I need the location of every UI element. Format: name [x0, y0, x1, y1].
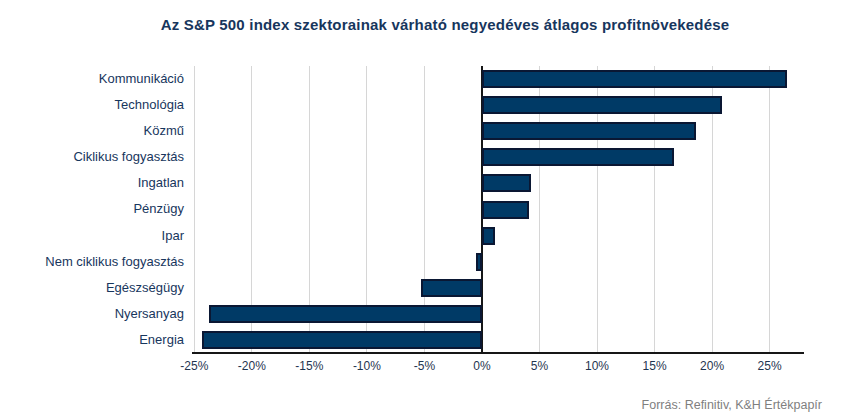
- x-tick-label: -15%: [277, 359, 341, 373]
- bar: [482, 148, 674, 166]
- x-tick-label: -20%: [220, 359, 284, 373]
- bar: [476, 253, 482, 271]
- category-label: Nyersanyag: [0, 301, 184, 327]
- category-label: Technológia: [0, 92, 184, 118]
- category-label: Nem ciklikus fogyasztás: [0, 249, 184, 275]
- chart-title: Az S&P 500 index szektorainak várható ne…: [40, 16, 850, 33]
- chart-canvas: Az S&P 500 index szektorainak várható ne…: [0, 0, 850, 416]
- bar: [209, 305, 482, 323]
- gridline: [769, 66, 770, 353]
- x-tick-label: 10%: [565, 359, 629, 373]
- category-label: Energia: [0, 327, 184, 353]
- x-tick-label: 15%: [623, 359, 687, 373]
- x-tick-label: -25%: [162, 359, 226, 373]
- bar: [482, 96, 722, 114]
- bar: [482, 70, 787, 88]
- category-label: Ipar: [0, 223, 184, 249]
- x-axis-line: [192, 352, 804, 354]
- category-label: Egészségügy: [0, 275, 184, 301]
- source-note: Forrás: Refinitiv, K&H Értékpapír: [642, 398, 822, 412]
- category-label: Közmű: [0, 118, 184, 144]
- bar: [421, 279, 482, 297]
- category-label: Pénzügy: [0, 196, 184, 222]
- x-tick-label: 25%: [738, 359, 802, 373]
- bar: [482, 174, 531, 192]
- category-axis: KommunikációTechnológiaKözműCiklikus fog…: [0, 66, 184, 353]
- x-tick-label: -5%: [392, 359, 456, 373]
- category-label: Kommunikáció: [0, 66, 184, 92]
- category-label: Ciklikus fogyasztás: [0, 144, 184, 170]
- x-axis: -25%-20%-15%-10%-5%0%5%10%15%20%25%: [0, 359, 850, 377]
- bar: [482, 201, 529, 219]
- x-tick-label: -10%: [335, 359, 399, 373]
- x-tick-label: 5%: [507, 359, 571, 373]
- bar: [482, 122, 696, 140]
- category-label: Ingatlan: [0, 170, 184, 196]
- x-tick-label: 0%: [450, 359, 514, 373]
- gridline: [194, 66, 195, 353]
- bar: [482, 227, 495, 245]
- plot-area: [192, 66, 803, 353]
- x-tick-label: 20%: [680, 359, 744, 373]
- bar: [202, 331, 482, 349]
